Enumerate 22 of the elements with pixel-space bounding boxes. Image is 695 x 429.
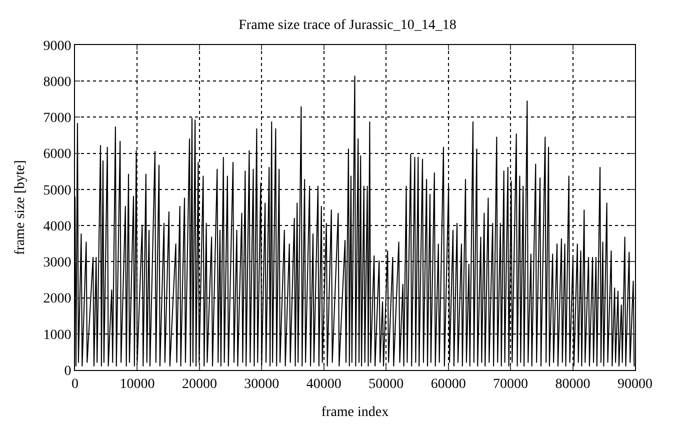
- y-axis-title: frame size [byte]: [12, 160, 28, 255]
- y-tick-label: 2000: [43, 292, 72, 307]
- y-tick-label: 5000: [43, 183, 72, 198]
- y-tick-label: 6000: [43, 147, 72, 162]
- x-tick-label: 40000: [306, 376, 342, 392]
- x-axis-title: frame index: [321, 405, 389, 420]
- x-tick-label: 80000: [555, 376, 590, 392]
- y-tick-label: 9000: [43, 38, 72, 54]
- x-tick-label: 10000: [120, 376, 155, 392]
- x-tick-label: 50000: [368, 376, 404, 392]
- x-tick-label: 20000: [182, 376, 217, 392]
- x-tick-label: 90000: [618, 376, 652, 392]
- x-tick-label: 70000: [493, 376, 528, 392]
- y-tick-label: 4000: [43, 219, 72, 234]
- y-tick-label: 3000: [43, 256, 72, 271]
- y-tick-label: 8000: [43, 75, 72, 90]
- x-tick-label: 30000: [244, 376, 280, 392]
- y-tick-label: 1000: [43, 328, 72, 343]
- x-tick-label: 60000: [430, 376, 466, 392]
- y-tick-label: 0: [64, 364, 72, 379]
- chart-title: Frame size trace of Jurassic_10_14_18: [238, 18, 456, 34]
- y-tick-label: 7000: [43, 111, 72, 126]
